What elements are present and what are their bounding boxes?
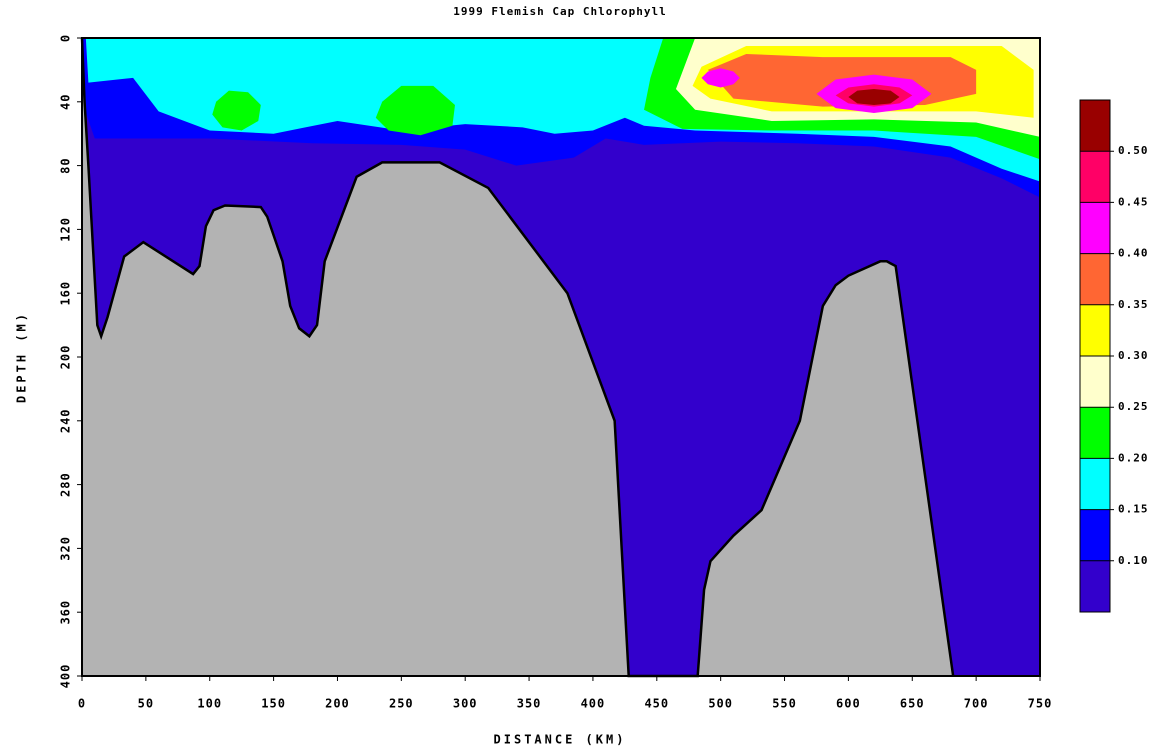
y-tick-label: 360 xyxy=(59,600,73,625)
colorbar-label: 0.40 xyxy=(1118,247,1149,260)
y-tick-label: 160 xyxy=(59,281,73,306)
contour-region xyxy=(212,90,261,131)
contour-region xyxy=(701,68,740,88)
y-tick-label: 400 xyxy=(59,664,73,689)
colorbar-label: 0.50 xyxy=(1118,144,1149,157)
x-tick-label: 600 xyxy=(836,697,861,711)
y-tick-label: 40 xyxy=(59,94,73,110)
colorbar-label: 0.10 xyxy=(1118,554,1149,567)
colorbar-bin xyxy=(1080,560,1110,612)
x-axis-label: DISTANCE (KM) xyxy=(494,733,627,747)
colorbar-bin xyxy=(1080,509,1110,561)
x-tick-label: 200 xyxy=(325,697,350,711)
colorbar-bin xyxy=(1080,407,1110,459)
colorbar-bin xyxy=(1080,202,1110,254)
y-tick-label: 80 xyxy=(59,157,73,173)
x-tick-label: 700 xyxy=(964,697,989,711)
x-tick-label: 750 xyxy=(1028,697,1053,711)
colorbar-label: 0.25 xyxy=(1118,400,1149,413)
y-tick-label: 0 xyxy=(59,34,73,42)
y-tick-label: 120 xyxy=(59,217,73,242)
y-tick-label: 280 xyxy=(59,472,73,497)
colorbar-bin xyxy=(1080,356,1110,408)
y-axis-label: DEPTH (M) xyxy=(15,311,29,403)
x-tick-label: 150 xyxy=(261,697,286,711)
colorbar-label: 0.35 xyxy=(1118,298,1149,311)
colorbar-label: 0.20 xyxy=(1118,451,1149,464)
colorbar-bin xyxy=(1080,304,1110,356)
chart-title: 1999 Flemish Cap Chlorophyll xyxy=(453,5,666,18)
bathymetry-line xyxy=(80,37,955,678)
y-tick-label: 200 xyxy=(59,345,73,370)
x-tick-label: 500 xyxy=(708,697,733,711)
x-tick-label: 650 xyxy=(900,697,925,711)
colorbar-bin xyxy=(1080,100,1110,152)
x-tick-label: 550 xyxy=(772,697,797,711)
contour-region xyxy=(848,89,900,105)
seafloor xyxy=(82,38,954,676)
contour-region xyxy=(375,85,455,136)
colorbar-label: 0.30 xyxy=(1118,349,1149,362)
x-tick-label: 100 xyxy=(197,697,222,711)
colorbar-label: 0.45 xyxy=(1118,195,1149,208)
y-tick-label: 320 xyxy=(59,536,73,561)
colorbar-bin xyxy=(1080,458,1110,510)
x-tick-label: 350 xyxy=(517,697,542,711)
colorbar-bin xyxy=(1080,253,1110,305)
x-tick-label: 0 xyxy=(78,697,86,711)
x-tick-label: 400 xyxy=(581,697,606,711)
colorbar-bin xyxy=(1080,151,1110,203)
x-tick-label: 300 xyxy=(453,697,478,711)
y-tick-label: 240 xyxy=(59,408,73,433)
x-tick-label: 50 xyxy=(138,697,154,711)
x-tick-label: 250 xyxy=(389,697,414,711)
x-tick-label: 450 xyxy=(644,697,669,711)
colorbar-label: 0.15 xyxy=(1118,503,1149,516)
